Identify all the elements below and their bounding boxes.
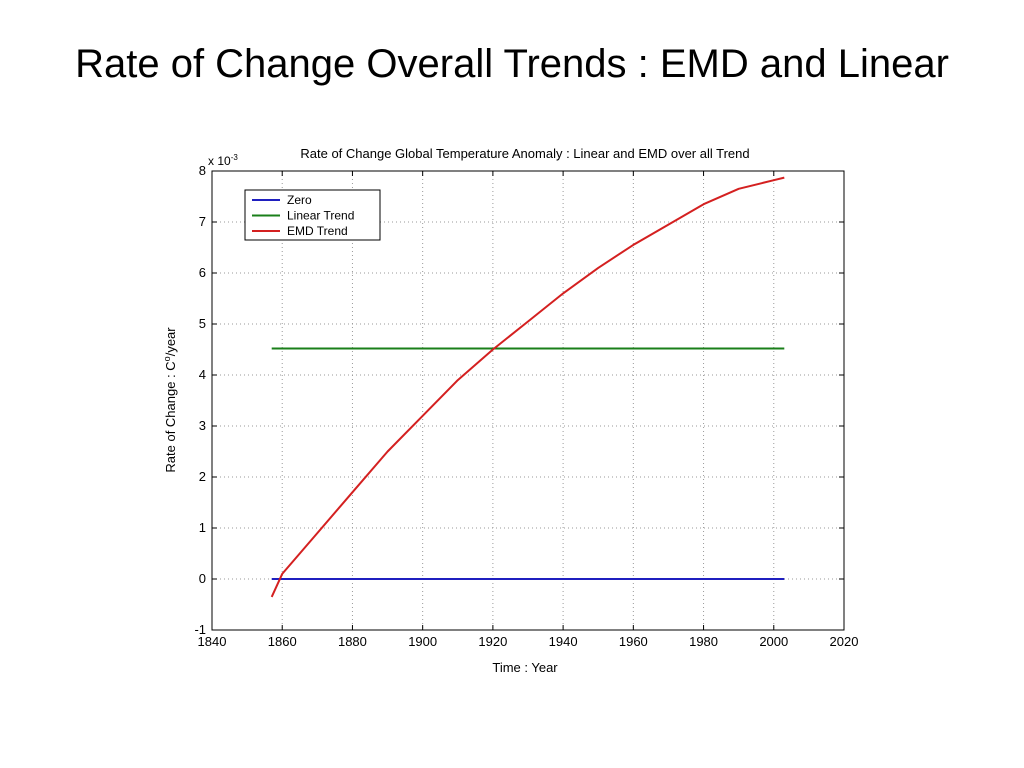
y-tick-label: -1 [194,622,206,637]
x-tick-label: 1940 [549,634,578,649]
y-tick-label: 0 [199,571,206,586]
legend-label: Linear Trend [287,209,354,223]
series-line-emd-trend [270,176,785,598]
legend-label: EMD Trend [287,224,348,238]
y-axis-label-degree: o [162,356,172,361]
legend-item: EMD Trend [252,224,348,238]
y-tick-label: 5 [199,316,206,331]
y-axis-exponent: x 10-3 [208,153,238,168]
legend-item: Zero [252,193,312,207]
y-axis-label-main: Rate of Change : C [163,361,178,472]
y-tick-label: 8 [199,163,206,178]
x-tick-label: 1960 [619,634,648,649]
x-tick-label: 2020 [830,634,859,649]
x-tick-label: 1840 [198,634,227,649]
y-tick-label: 7 [199,214,206,229]
x-tick-label: 2000 [759,634,788,649]
y-axis-exponent-power: -3 [231,153,239,162]
y-axis-exponent-base: x 10 [208,154,231,168]
slide-title: Rate of Change Overall Trends : EMD and … [75,42,949,86]
y-tick-label: 3 [199,418,206,433]
y-axis-label: Rate of Change : Co/year [162,327,178,473]
x-tick-label: 1920 [478,634,507,649]
x-tick-label: 1900 [408,634,437,649]
x-tick-label: 1880 [338,634,367,649]
y-tick-label: 6 [199,265,206,280]
plot-area [212,171,844,630]
x-axis-label: Time : Year [492,660,558,675]
plot-frame [211,170,845,631]
y-axis-label-tail: /year [163,327,178,357]
y-tick-label: 4 [199,367,206,382]
y-tick-label: 2 [199,469,206,484]
legend-item: Linear Trend [252,209,354,223]
legend-label: Zero [287,193,312,207]
chart-title: Rate of Change Global Temperature Anomal… [300,146,749,161]
x-tick-label: 1860 [268,634,297,649]
x-tick-label: 1980 [689,634,718,649]
y-tick-label: 1 [199,520,206,535]
